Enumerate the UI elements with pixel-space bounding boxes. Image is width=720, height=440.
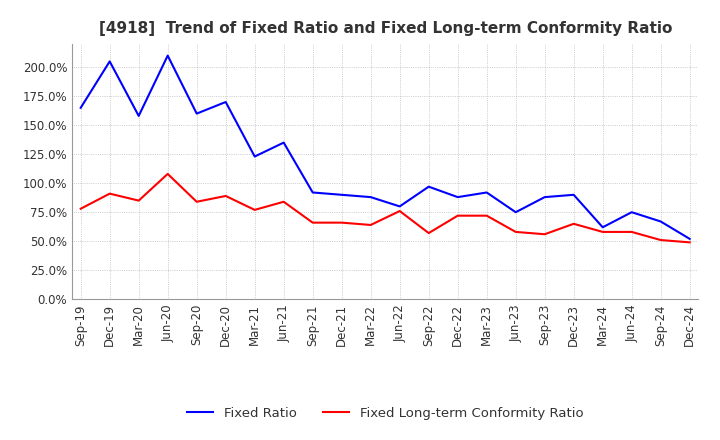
Fixed Long-term Conformity Ratio [308,220,317,225]
Fixed Ratio [221,99,230,105]
Fixed Ratio [338,192,346,198]
Fixed Ratio [105,59,114,64]
Fixed Ratio [279,140,288,145]
Fixed Long-term Conformity Ratio [482,213,491,218]
Fixed Long-term Conformity Ratio [570,221,578,227]
Fixed Long-term Conformity Ratio [657,238,665,243]
Fixed Ratio [308,190,317,195]
Fixed Long-term Conformity Ratio [338,220,346,225]
Fixed Long-term Conformity Ratio [221,193,230,198]
Fixed Long-term Conformity Ratio [627,229,636,235]
Fixed Ratio [163,53,172,58]
Fixed Long-term Conformity Ratio [541,231,549,237]
Fixed Long-term Conformity Ratio [135,198,143,203]
Fixed Ratio [192,111,201,116]
Fixed Long-term Conformity Ratio [511,229,520,235]
Title: [4918]  Trend of Fixed Ratio and Fixed Long-term Conformity Ratio: [4918] Trend of Fixed Ratio and Fixed Lo… [99,21,672,36]
Fixed Long-term Conformity Ratio [105,191,114,196]
Fixed Ratio [454,194,462,200]
Fixed Long-term Conformity Ratio [366,222,375,227]
Fixed Ratio [482,190,491,195]
Fixed Long-term Conformity Ratio [598,229,607,235]
Fixed Long-term Conformity Ratio [251,207,259,213]
Fixed Ratio [366,194,375,200]
Fixed Long-term Conformity Ratio [454,213,462,218]
Fixed Ratio [511,209,520,215]
Fixed Ratio [395,204,404,209]
Legend: Fixed Ratio, Fixed Long-term Conformity Ratio: Fixed Ratio, Fixed Long-term Conformity … [181,402,589,425]
Fixed Ratio [76,105,85,110]
Fixed Long-term Conformity Ratio [685,240,694,245]
Fixed Ratio [424,184,433,189]
Fixed Long-term Conformity Ratio [76,206,85,211]
Fixed Ratio [685,236,694,242]
Fixed Long-term Conformity Ratio [424,231,433,236]
Fixed Ratio [251,154,259,159]
Line: Fixed Long-term Conformity Ratio: Fixed Long-term Conformity Ratio [81,174,690,242]
Fixed Ratio [135,113,143,118]
Fixed Ratio [598,225,607,230]
Fixed Ratio [570,192,578,198]
Fixed Long-term Conformity Ratio [279,199,288,205]
Fixed Long-term Conformity Ratio [163,171,172,176]
Fixed Ratio [627,209,636,215]
Line: Fixed Ratio: Fixed Ratio [81,55,690,239]
Fixed Ratio [657,219,665,224]
Fixed Long-term Conformity Ratio [192,199,201,205]
Fixed Ratio [541,194,549,200]
Fixed Long-term Conformity Ratio [395,209,404,214]
